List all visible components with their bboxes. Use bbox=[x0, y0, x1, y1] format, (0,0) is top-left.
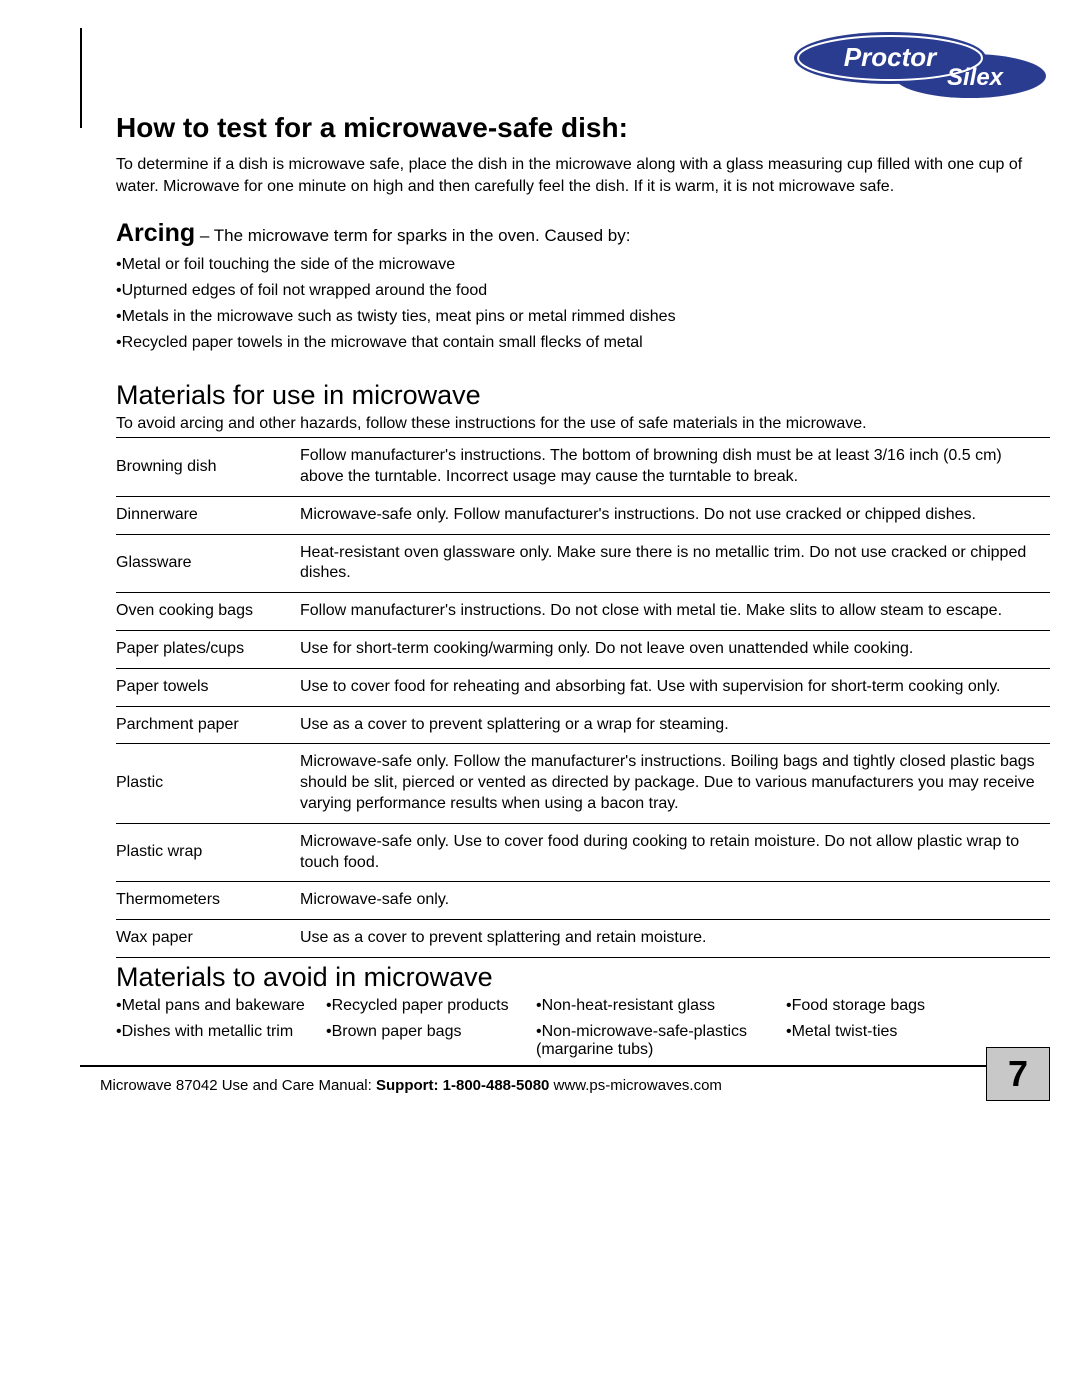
material-desc: Heat-resistant oven glassware only. Make… bbox=[300, 534, 1050, 593]
table-row: Paper plates/cupsUse for short-term cook… bbox=[116, 630, 1050, 668]
avoid-item: •Metal pans and bakeware bbox=[116, 997, 316, 1015]
logo-text-1: Proctor bbox=[844, 42, 938, 72]
avoid-item: •Food storage bags bbox=[786, 997, 976, 1015]
table-row: Plastic wrapMicrowave-safe only. Use to … bbox=[116, 823, 1050, 882]
table-row: Parchment paperUse as a cover to prevent… bbox=[116, 706, 1050, 744]
material-desc: Use as a cover to prevent splattering or… bbox=[300, 706, 1050, 744]
avoid-item: •Recycled paper products bbox=[326, 997, 526, 1015]
material-desc: Microwave-safe only. Follow manufacturer… bbox=[300, 496, 1050, 534]
table-row: Wax paperUse as a cover to prevent splat… bbox=[116, 920, 1050, 958]
material-name: Paper plates/cups bbox=[116, 630, 300, 668]
material-desc: Use to cover food for reheating and abso… bbox=[300, 668, 1050, 706]
table-row: GlasswareHeat-resistant oven glassware o… bbox=[116, 534, 1050, 593]
material-desc: Microwave-safe only. bbox=[300, 882, 1050, 920]
table-row: DinnerwareMicrowave-safe only. Follow ma… bbox=[116, 496, 1050, 534]
intro-paragraph: To determine if a dish is microwave safe… bbox=[116, 154, 1050, 197]
material-desc: Microwave-safe only. Follow the manufact… bbox=[300, 744, 1050, 823]
materials-table: Browning dishFollow manufacturer's instr… bbox=[116, 437, 1050, 958]
bullet-item: •Metals in the microwave such as twisty … bbox=[116, 308, 1050, 326]
document-page: Proctor Silex How to test for a microwav… bbox=[0, 0, 1080, 1121]
avoid-item: •Brown paper bags bbox=[326, 1023, 526, 1059]
footer: Microwave 87042 Use and Care Manual: Sup… bbox=[80, 1065, 1050, 1101]
material-name: Thermometers bbox=[116, 882, 300, 920]
avoid-item: •Metal twist-ties bbox=[786, 1023, 976, 1059]
bullet-item: •Recycled paper towels in the microwave … bbox=[116, 334, 1050, 352]
material-name: Glassware bbox=[116, 534, 300, 593]
page-number: 7 bbox=[986, 1047, 1050, 1101]
bullet-item: •Metal or foil touching the side of the … bbox=[116, 256, 1050, 274]
material-desc: Use as a cover to prevent splattering an… bbox=[300, 920, 1050, 958]
avoid-item: •Dishes with metallic trim bbox=[116, 1023, 316, 1059]
material-name: Parchment paper bbox=[116, 706, 300, 744]
avoid-item: •Non-microwave-safe-plastics (margarine … bbox=[536, 1023, 776, 1059]
arcing-title: Arcing bbox=[116, 219, 195, 247]
footer-url: www.ps-microwaves.com bbox=[549, 1077, 722, 1094]
material-name: Browning dish bbox=[116, 438, 300, 497]
arcing-heading: Arcing – The microwave term for sparks i… bbox=[116, 219, 1050, 248]
materials-title: Materials for use in microwave bbox=[116, 380, 1050, 411]
arcing-bullets: •Metal or foil touching the side of the … bbox=[116, 256, 1050, 352]
material-name: Plastic wrap bbox=[116, 823, 300, 882]
brand-logo: Proctor Silex bbox=[790, 30, 1050, 100]
logo-text-2: Silex bbox=[947, 64, 1005, 91]
footer-support: Support: 1-800-488-5080 bbox=[376, 1077, 549, 1094]
table-row: PlasticMicrowave-safe only. Follow the m… bbox=[116, 744, 1050, 823]
table-row: Paper towelsUse to cover food for reheat… bbox=[116, 668, 1050, 706]
material-name: Plastic bbox=[116, 744, 300, 823]
material-name: Wax paper bbox=[116, 920, 300, 958]
content-column: How to test for a microwave-safe dish: T… bbox=[116, 112, 1050, 1059]
arcing-desc: – The microwave term for sparks in the o… bbox=[195, 226, 630, 245]
material-name: Oven cooking bags bbox=[116, 593, 300, 631]
footer-text: Microwave 87042 Use and Care Manual: Sup… bbox=[80, 1067, 986, 1094]
bullet-item: •Upturned edges of foil not wrapped arou… bbox=[116, 282, 1050, 300]
material-name: Paper towels bbox=[116, 668, 300, 706]
avoid-title: Materials to avoid in microwave bbox=[116, 962, 1050, 993]
material-desc: Follow manufacturer's instructions. Do n… bbox=[300, 593, 1050, 631]
material-desc: Microwave-safe only. Use to cover food d… bbox=[300, 823, 1050, 882]
footer-pre: Microwave 87042 Use and Care Manual: bbox=[100, 1077, 376, 1094]
table-row: ThermometersMicrowave-safe only. bbox=[116, 882, 1050, 920]
avoid-grid: •Metal pans and bakeware •Recycled paper… bbox=[116, 997, 1050, 1059]
page-title: How to test for a microwave-safe dish: bbox=[116, 112, 1050, 144]
materials-intro: To avoid arcing and other hazards, follo… bbox=[116, 415, 1050, 433]
vertical-rule bbox=[80, 28, 82, 128]
avoid-item: •Non-heat-resistant glass bbox=[536, 997, 776, 1015]
table-row: Oven cooking bagsFollow manufacturer's i… bbox=[116, 593, 1050, 631]
material-desc: Follow manufacturer's instructions. The … bbox=[300, 438, 1050, 497]
logo-row: Proctor Silex bbox=[80, 30, 1050, 100]
table-row: Browning dishFollow manufacturer's instr… bbox=[116, 438, 1050, 497]
material-name: Dinnerware bbox=[116, 496, 300, 534]
material-desc: Use for short-term cooking/warming only.… bbox=[300, 630, 1050, 668]
